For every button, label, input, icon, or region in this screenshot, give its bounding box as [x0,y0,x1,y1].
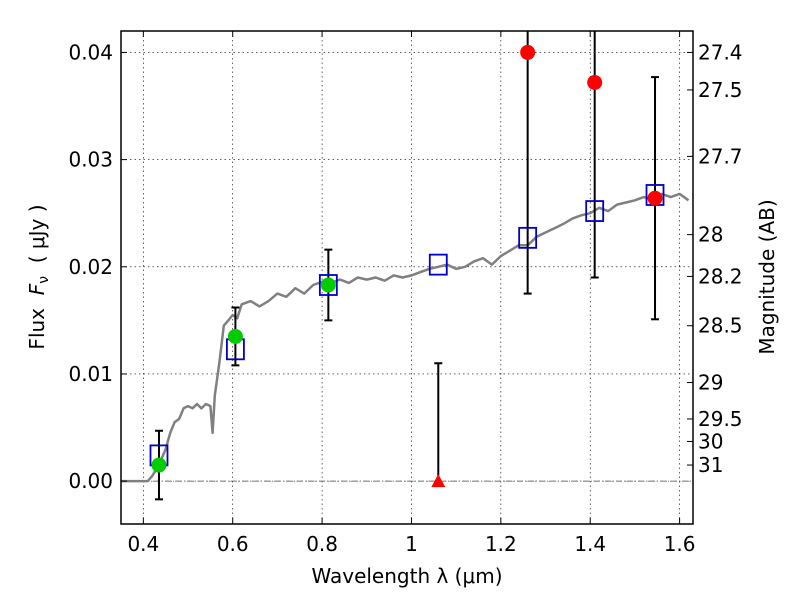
photometry-point [320,277,336,293]
x-axis-ticks: 0.4 0.6 0.8 1 1.2 1.4 1.6 [127,31,696,556]
model-photometry-square [585,200,605,222]
photometry-point [151,457,167,473]
y-tick-label: 0.01 [68,362,113,386]
model-photometry-square [318,274,338,296]
y-axis-title-symbol: F [25,283,49,295]
y-tick-label: 0.03 [68,148,113,172]
magnitude-axis-title: Magnitude (AB) [755,199,779,354]
grid-lines [121,31,693,524]
model-photometry-square [428,253,448,276]
magnitude-tick-label: 28.5 [698,314,743,338]
x-tick-label: 1.6 [664,532,696,556]
y-tick-label: 0.02 [68,255,113,279]
magnitude-tick-label: 28.2 [698,264,743,288]
magnitude-tick-label: 29 [698,371,723,395]
magnitude-tick-label: 27.7 [698,144,743,168]
magnitude-tick-label: 27.5 [698,78,743,102]
y-axis-title-subscript: ν [36,276,52,284]
magnitude-tick-label: 27.4 [698,40,743,64]
photometry-point [647,190,663,206]
model-sed-layer [121,192,690,483]
magnitude-tick-label: 31 [698,453,723,477]
magnitude-tick-label: 29.5 [698,407,743,431]
marker-layer [149,44,665,488]
x-tick-label: 1.2 [485,532,517,556]
y-tick-label: 0.00 [68,469,113,493]
plot-frame [120,30,694,525]
y-tick-label: 0.04 [68,40,113,64]
y-axis-ticks: 0.00 0.01 0.02 0.03 0.04 [68,40,127,493]
magnitude-tick-label: 30 [698,429,723,453]
model-sed-line [121,192,690,483]
x-tick-label: 0.8 [306,532,338,556]
photometry-point [227,328,243,344]
x-tick-label: 1 [405,532,418,556]
errorbar-layer [154,31,660,501]
magnitude-tick-label: 28 [698,223,723,247]
photometry-point [587,74,603,90]
y-axis-title-prefix: Flux [25,295,49,349]
x-tick-label: 0.6 [217,532,249,556]
x-tick-label: 0.4 [127,532,159,556]
x-tick-label: 1.4 [574,532,606,556]
x-axis-title: Wavelength λ (μm) [311,564,502,588]
y-axis-title: Flux Fν ( μJy ) [25,204,52,349]
model-photometry-square [518,226,538,249]
upper-limit-triangle [431,474,446,488]
photometry-point [520,44,536,60]
y-axis-title-suffix: ( μJy ) [25,204,49,276]
